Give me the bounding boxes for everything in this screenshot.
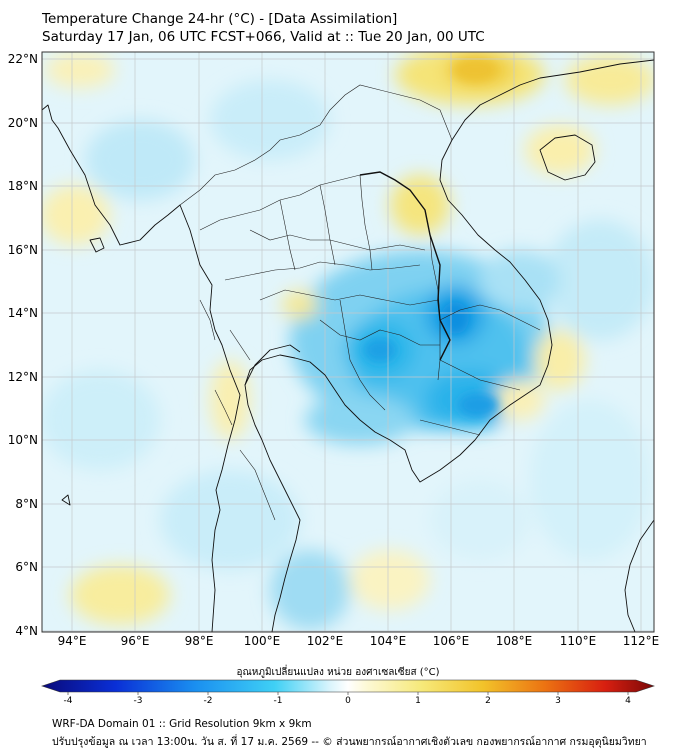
colorbar-tick-label: -2 [204, 696, 213, 706]
coastlines [42, 59, 654, 632]
colorbar-tick-label: 1 [415, 696, 421, 706]
colorbar-tick-label: -1 [274, 696, 283, 706]
lon-label: 108°E [496, 634, 533, 648]
map-subtitle: Saturday 17 Jan, 06 UTC FCST+066, Valid … [42, 29, 485, 45]
lat-label: 12°N [8, 370, 38, 384]
colorbar-tick-label: -4 [64, 696, 73, 706]
map-frame [41, 51, 655, 633]
lat-label: 10°N [8, 433, 38, 447]
footer-domain-info: WRF-DA Domain 01 :: Grid Resolution 9km … [52, 718, 312, 730]
latitude-labels: 22°N 20°N 18°N 16°N 14°N 12°N 10°N 8°N 6… [8, 52, 38, 638]
temperature-field [42, 52, 654, 632]
colorbar-gradient [41, 679, 655, 693]
lat-label: 14°N [8, 306, 38, 320]
colorbar-tick-label: 3 [555, 696, 561, 706]
lon-label: 112°E [623, 634, 660, 648]
colorbar-tick-label: 0 [345, 696, 351, 706]
footer-update-info: ปรับปรุงข้อมูล ณ เวลา 13:00น. วัน ส. ที่… [52, 736, 647, 748]
lat-label: 8°N [15, 497, 38, 511]
lat-label: 4°N [15, 624, 38, 638]
map-title: Temperature Change 24-hr (°C) - [Data As… [42, 11, 398, 27]
longitude-labels: 94°E 96°E 98°E 100°E 102°E 104°E 106°E 1… [58, 634, 660, 648]
lon-label: 104°E [370, 634, 407, 648]
lon-label: 96°E [121, 634, 150, 648]
lon-label: 94°E [58, 634, 87, 648]
lat-label: 6°N [15, 560, 38, 574]
lat-label: 16°N [8, 243, 38, 257]
lon-label: 106°E [433, 634, 470, 648]
mekong-border [359, 171, 451, 361]
colorbar-tick-label: 4 [625, 696, 631, 706]
lon-label: 110°E [560, 634, 597, 648]
colorbar-ticks: -4 -3 -2 -1 0 1 2 3 4 [64, 692, 631, 706]
lat-label: 22°N [8, 52, 38, 66]
lat-label: 20°N [8, 116, 38, 130]
colorbar-tick-label: -3 [134, 696, 143, 706]
lon-label: 100°E [244, 634, 281, 648]
lon-label: 98°E [185, 634, 214, 648]
lon-label: 102°E [307, 634, 344, 648]
graticule [42, 52, 654, 632]
lat-label: 18°N [8, 179, 38, 193]
colorbar-tick-label: 2 [485, 696, 491, 706]
colorbar-label: อุณหภูมิเปลี่ยนแปลง หน่วย องศาเซลเซียส (… [236, 667, 440, 678]
colorbar: -4 -3 -2 -1 0 1 2 3 4 [41, 679, 655, 706]
